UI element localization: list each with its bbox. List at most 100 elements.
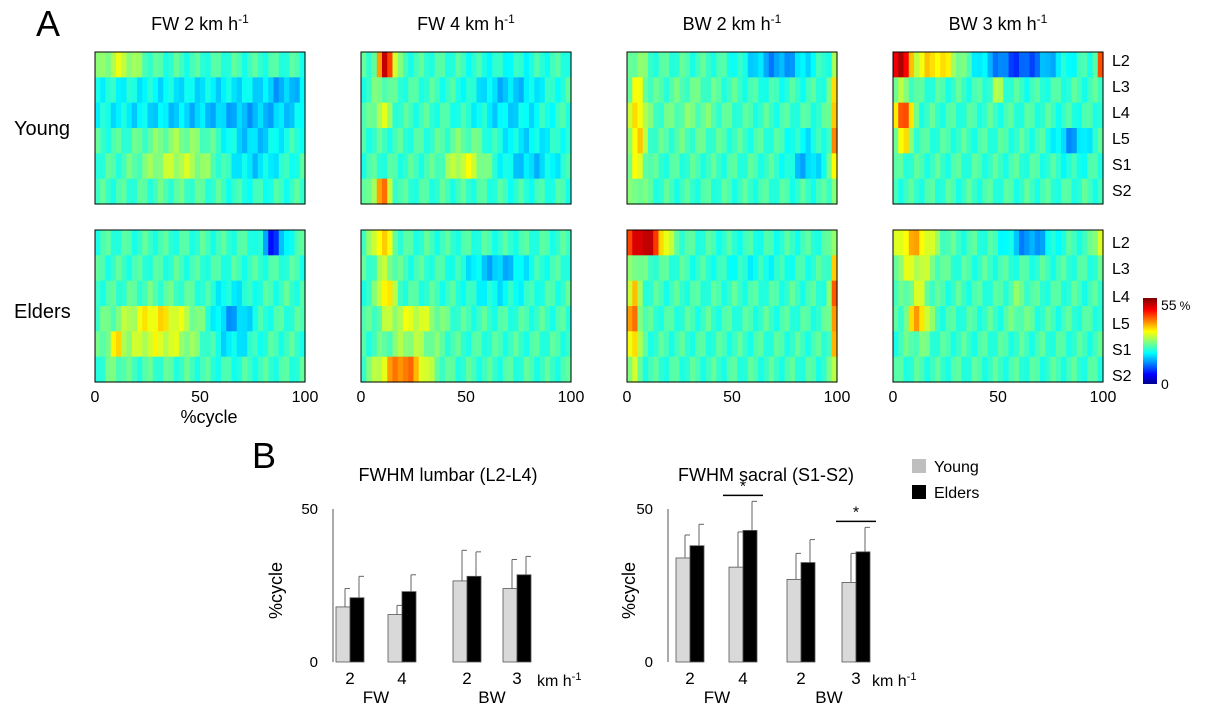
heatmap-cell <box>121 230 128 256</box>
heatmap-cell <box>539 356 546 383</box>
heatmap-cell <box>690 52 696 78</box>
heatmap-cell <box>795 255 801 282</box>
heatmap-cell <box>1045 356 1052 383</box>
heatmap-panel <box>892 229 1104 383</box>
heatmap-cell <box>1061 331 1067 358</box>
heatmap-cell <box>523 331 530 358</box>
heatmap-cell <box>768 128 775 154</box>
heatmap-cell <box>977 255 983 282</box>
heatmap-cell <box>1034 77 1041 104</box>
heatmap-cell <box>805 178 812 205</box>
heatmap-cell <box>1071 52 1078 78</box>
heatmap-cell <box>455 77 462 104</box>
heatmap-cell <box>257 280 264 307</box>
heatmap-cell <box>795 77 801 104</box>
bar-elders <box>516 574 532 663</box>
heatmap-cell <box>726 52 733 78</box>
heatmap-cell <box>716 356 723 383</box>
heatmap-cell <box>810 306 817 332</box>
heatmap-cell <box>534 52 541 78</box>
heatmap-cell <box>747 52 754 78</box>
category-label: 2 <box>685 669 694 688</box>
heatmap-cell <box>392 280 399 307</box>
heatmap-cell <box>753 178 759 205</box>
heatmap-cell <box>800 128 807 154</box>
heatmap-cell <box>669 178 675 205</box>
heatmap-cell <box>826 230 833 256</box>
heatmap-cell <box>226 306 233 332</box>
heatmap-cell <box>361 280 367 307</box>
heatmap-cell <box>226 77 233 104</box>
heatmap-cell <box>544 280 551 307</box>
heatmap-cell <box>294 230 301 256</box>
heatmap-cell <box>1013 128 1020 154</box>
heatmap-cell <box>763 178 770 205</box>
heatmap-cell <box>100 280 107 307</box>
heatmap-cell <box>539 280 546 307</box>
heatmap-cell <box>424 230 430 256</box>
heatmap-cell <box>382 331 388 358</box>
heatmap-cell <box>194 102 201 129</box>
heatmap-cell <box>831 255 838 282</box>
heatmap-cell <box>476 52 483 78</box>
heatmap-cell <box>726 331 733 358</box>
heatmap-cell <box>1076 153 1083 180</box>
heatmap-cell <box>152 255 159 282</box>
heatmap-cell <box>278 102 285 129</box>
heatmap-cell <box>1029 153 1036 180</box>
heatmap-cell <box>987 331 994 358</box>
heatmap-cell <box>408 306 415 332</box>
heatmap-cell <box>455 280 462 307</box>
heatmap-cell <box>173 255 180 282</box>
heatmap-cell <box>779 356 786 383</box>
heatmap-cell <box>418 230 425 256</box>
heatmap-cell <box>210 306 217 332</box>
heatmap-cell <box>252 230 259 256</box>
heatmap-cell <box>632 52 639 78</box>
heatmap-cell <box>1087 52 1094 78</box>
heatmap-cell <box>935 52 941 78</box>
heatmap-cell <box>376 306 383 332</box>
y-tick-label: 0 <box>645 654 653 671</box>
heatmap-cell <box>215 178 222 205</box>
heatmap-cell <box>242 52 248 78</box>
heatmap-cell <box>950 153 957 180</box>
heatmap-cell <box>774 280 780 307</box>
heatmap-cell <box>1071 255 1078 282</box>
heatmap-cell <box>1055 102 1062 129</box>
heatmap-cell <box>95 230 101 256</box>
heatmap-cell <box>445 331 451 358</box>
heatmap-cell <box>711 128 717 154</box>
heatmap-cell <box>1040 102 1046 129</box>
heatmap-cell <box>397 77 404 104</box>
heatmap-cell <box>711 102 717 129</box>
heatmap-cell <box>950 230 957 256</box>
heatmap-cell <box>632 153 639 180</box>
heatmap-cell <box>397 230 404 256</box>
heatmap-cell <box>471 255 478 282</box>
heatmap-cell <box>679 77 686 104</box>
heatmap-cell <box>534 77 541 104</box>
heatmap-cell <box>732 331 738 358</box>
heatmap-title-fw2: FW 2 km h-1 <box>151 12 249 34</box>
heatmap-cell <box>121 255 128 282</box>
heatmap-cell <box>684 77 691 104</box>
heatmap-cell <box>105 77 112 104</box>
heatmap-cell <box>679 331 686 358</box>
heatmap-cell <box>684 255 691 282</box>
heatmap-cell <box>163 178 170 205</box>
heatmap-cell <box>1019 52 1025 78</box>
heatmap-cell <box>273 230 280 256</box>
heatmap-cell <box>513 356 520 383</box>
heatmap-cell <box>684 331 691 358</box>
heatmap-cell <box>194 230 201 256</box>
heatmap-cell <box>158 255 164 282</box>
heatmap-cell <box>716 178 723 205</box>
heatmap-cell <box>476 356 483 383</box>
heatmap-cell <box>110 178 117 205</box>
heatmap-cell <box>826 356 833 383</box>
heatmap-cell <box>418 52 425 78</box>
panel-label-a: A <box>36 3 60 44</box>
heatmap-cell <box>508 52 514 78</box>
heatmap-cell <box>392 77 399 104</box>
